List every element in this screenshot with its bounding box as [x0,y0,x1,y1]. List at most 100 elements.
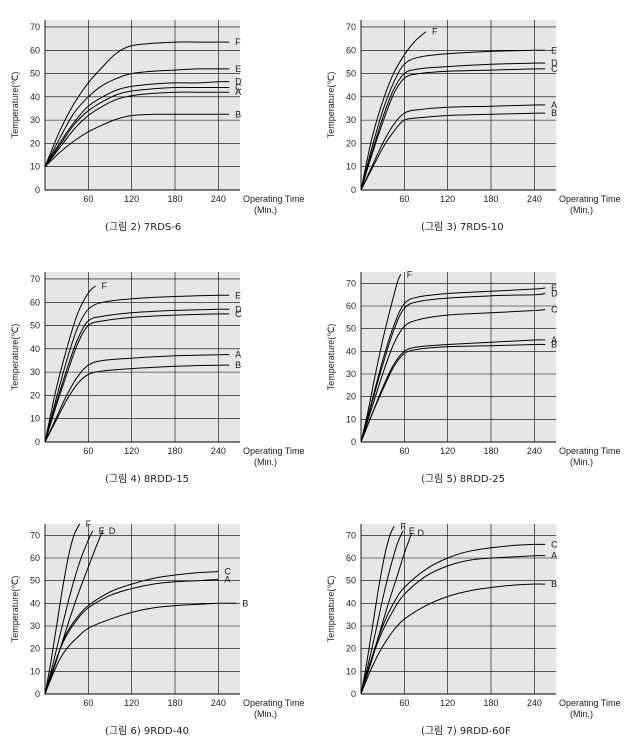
y-tick-label: 20 [346,138,356,148]
x-axis-unit: (Min.) [570,205,593,215]
chart-caption: (그림 3) 7RDS-10 [421,222,504,233]
series-label-e: E [235,64,241,74]
series-label-d: D [418,528,425,538]
series-line-d [361,293,546,442]
x-tick-label: 60 [83,194,93,204]
x-tick-label: 180 [483,446,498,456]
series-line-d [45,81,230,167]
series-label-d: D [551,58,558,68]
y-axis-label: Temperature(℃) [10,72,20,139]
x-tick-label: 120 [124,194,139,204]
series-line-f [45,285,96,442]
y-tick-label: 60 [346,301,356,311]
series-line-a [45,354,230,442]
y-tick-label: 30 [346,115,356,125]
series-line-f [45,41,230,167]
x-tick-label: 180 [167,194,182,204]
series-label-c: C [551,304,558,314]
series-line-d [45,530,104,694]
x-tick-label: 60 [83,446,93,456]
y-axis-label: Temperature(℃) [326,324,336,391]
y-tick-label: 20 [30,138,40,148]
y-tick-label: 30 [30,367,40,377]
series-label-f: F [102,281,108,291]
plot-area [361,272,556,442]
series-line-b [45,113,230,168]
series-label-e: E [551,45,557,55]
y-tick-label: 50 [346,324,356,334]
chart-panel-8rdd-15: 0 10 20 30 40 50 60 70 60 120 180 240 Temperature(℃)… [0,252,316,504]
x-tick-label: 60 [399,446,409,456]
series-label-c: C [235,83,242,93]
y-tick-label: 0 [351,437,356,447]
x-axis-label: Operating Time [559,194,621,204]
x-axis-unit: (Min.) [254,457,277,467]
chart-panel-8rdd-25: 0 10 20 30 40 50 60 70 60 120 180 240 Temperature(℃)… [316,252,632,504]
y-tick-label: 70 [30,274,40,284]
series-line-d [45,308,230,442]
x-tick-label: 120 [440,698,455,708]
y-tick-label: 40 [30,598,40,608]
y-tick-label: 10 [346,414,356,424]
series-label-b: B [551,340,557,350]
x-axis-unit: (Min.) [570,709,593,719]
x-tick-label: 120 [440,194,455,204]
x-tick-label: 240 [211,698,226,708]
y-tick-label: 20 [30,390,40,400]
series-line-d [361,62,546,190]
x-tick-label: 180 [483,194,498,204]
series-label-f: F [407,269,413,279]
y-tick-label: 0 [35,185,40,195]
x-axis-label: Operating Time [243,698,305,708]
series-label-c: C [551,64,558,74]
series-label-a: A [235,87,241,97]
y-tick-label: 70 [346,278,356,288]
plot-area [361,524,556,694]
x-tick-label: 240 [211,194,226,204]
chart-caption: (그림 6) 9RDD-40 [105,726,189,737]
series-label-b: B [551,579,557,589]
x-axis-label: Operating Time [243,194,305,204]
chart-caption: (그림 7) 9RDD-60F [421,726,511,737]
y-tick-label: 60 [30,297,40,307]
y-tick-label: 70 [346,22,356,32]
series-line-c [45,86,230,167]
y-tick-label: 50 [346,69,356,79]
series-line-e [45,68,230,167]
series-line-f [361,274,402,442]
y-tick-label: 30 [30,115,40,125]
x-tick-label: 180 [483,698,498,708]
x-tick-label: 240 [527,194,542,204]
x-axis-unit: (Min.) [570,457,593,467]
x-tick-label: 240 [527,698,542,708]
series-line-b [361,583,546,694]
x-tick-label: 60 [83,698,93,708]
series-label-b: B [235,109,241,119]
series-line-e [45,294,230,442]
y-tick-label: 50 [30,576,40,586]
series-label-f: F [86,519,92,529]
x-tick-label: 60 [399,698,409,708]
series-label-b: B [551,108,557,118]
chart-caption: (그림 4) 8RDD-15 [105,474,189,485]
series-label-c: C [551,539,558,549]
series-label-e: E [551,283,557,293]
series-line-c [361,543,546,694]
chart-svg: 0 10 20 30 40 50 60 70 60 120 180 240 Temperature(℃)… [10,20,305,215]
y-tick-label: 20 [346,392,356,402]
series-line-c [45,313,230,442]
x-axis-unit: (Min.) [254,205,277,215]
series-line-e [361,49,546,190]
y-axis-label: Temperature(℃) [10,324,20,391]
series-label-e: E [235,290,241,300]
plot-area [45,20,240,190]
series-label-d: D [235,304,242,314]
series-label-f: F [432,27,438,37]
series-label-a: A [551,100,557,110]
series-label-d: D [551,289,558,299]
y-tick-label: 70 [30,22,40,32]
chart-svg: 0 10 20 30 40 50 60 70 60 120 180 240 Temperature(℃)… [326,20,621,215]
y-tick-label: 0 [351,689,356,699]
y-tick-label: 40 [30,344,40,354]
chart-svg: 0 10 20 30 40 50 60 70 60 120 180 240 Temperature(℃)… [10,519,305,719]
